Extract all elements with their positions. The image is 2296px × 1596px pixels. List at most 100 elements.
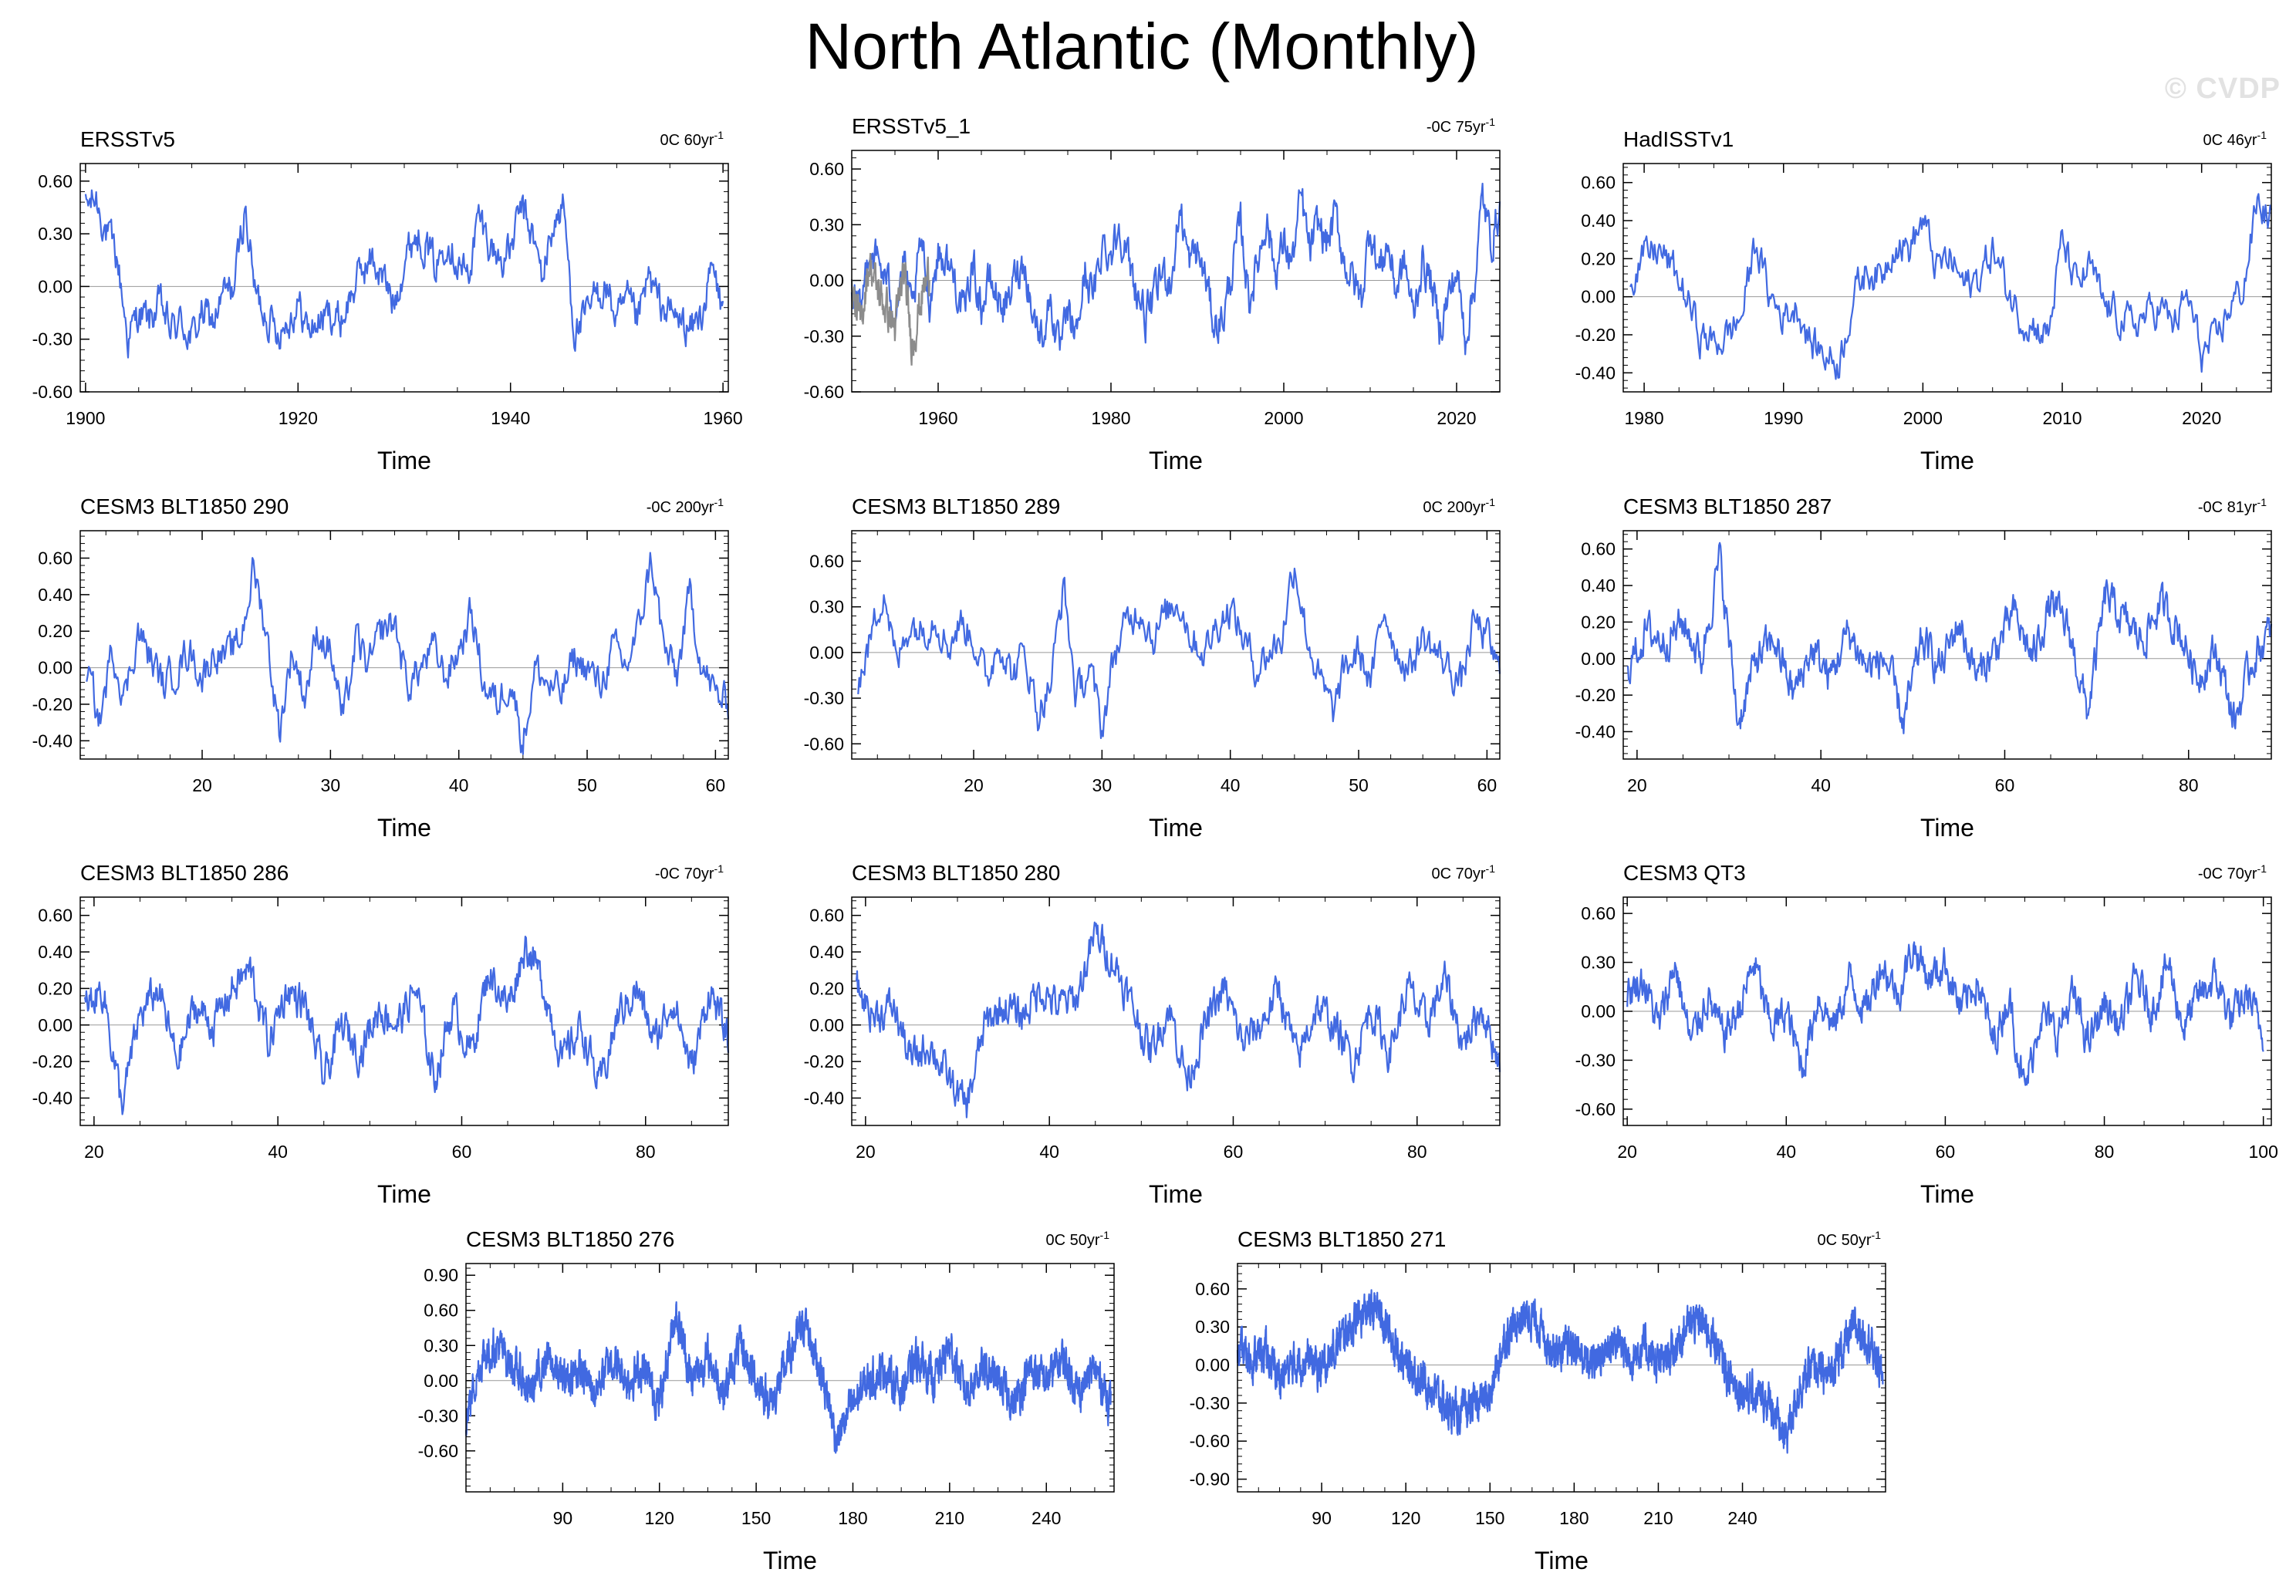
y-tick-label: -0.40 <box>1575 721 1616 741</box>
panel-info-exponent: -1 <box>2257 862 2267 875</box>
panel-title: CESM3 BLT1850 271 <box>1237 1227 1446 1251</box>
x-tick-label: 80 <box>2095 1142 2115 1162</box>
x-tick-label: 2020 <box>1437 408 1476 428</box>
series-line <box>84 189 724 359</box>
panel-title: CESM3 QT3 <box>1623 861 1746 885</box>
panel-title: CESM3 BLT1850 290 <box>80 494 289 518</box>
x-tick-label: 50 <box>1349 775 1369 795</box>
x-tick-label: 120 <box>1391 1508 1420 1528</box>
y-tick-label: 0.60 <box>1581 903 1616 923</box>
plot-frame <box>1237 1263 1886 1493</box>
x-tick-label: 90 <box>553 1508 573 1528</box>
x-tick-label: 20 <box>1627 775 1647 795</box>
x-tick-label: 150 <box>1475 1508 1504 1528</box>
chart-panel: HadISSTv1 0C 46yr-1 -0.40 -0.20 0.00 0.20 0.40… <box>1575 127 2273 474</box>
panel-title: ERSSTv5 <box>80 127 175 151</box>
panel-title: HadISSTv1 <box>1623 127 1734 151</box>
x-tick-label: 1960 <box>918 408 957 428</box>
chart-panel: CESM3 BLT1850 287 -0C 81yr-1 -0.40 -0.20 0.0… <box>1575 494 2273 842</box>
x-tick-label: 60 <box>1224 1142 1244 1162</box>
y-tick-label: 0.00 <box>1581 1001 1616 1021</box>
y-tick-label: 0.60 <box>1195 1279 1230 1299</box>
x-tick-label: 2000 <box>1903 408 1943 428</box>
y-tick-label: 0.90 <box>424 1265 458 1285</box>
panel-info-exponent: -1 <box>714 862 724 875</box>
plot-frame <box>851 896 1501 1126</box>
x-axis-label: Time <box>1920 814 1974 842</box>
x-tick-label: 1960 <box>704 408 743 428</box>
panel-info-exponent: -1 <box>1486 496 1496 508</box>
x-tick-label: 80 <box>636 1142 656 1162</box>
x-tick-label: 90 <box>1312 1508 1332 1528</box>
y-tick-label: 0.30 <box>38 224 73 244</box>
plot-frame <box>1622 163 2272 393</box>
x-tick-label: 30 <box>321 775 341 795</box>
plot-frame <box>1622 530 2272 760</box>
y-tick-label: -0.30 <box>418 1405 458 1426</box>
y-tick-label: 0.20 <box>1581 612 1616 632</box>
chart-panel: CESM3 BLT1850 289 0C 200yr-1 -0.60 -0.30 0.0… <box>804 494 1501 842</box>
panel-info: 0C 46yr-1 <box>2203 129 2267 149</box>
x-tick-label: 60 <box>1477 775 1497 795</box>
chart-panel: CESM3 BLT1850 276 0C 50yr-1 -0.60 -0.30 0.00… <box>418 1227 1115 1574</box>
x-tick-label: 20 <box>1617 1142 1637 1162</box>
x-tick-label: 2020 <box>2182 408 2221 428</box>
series-line <box>857 567 1501 740</box>
panel-title: CESM3 BLT1850 287 <box>1623 494 1832 518</box>
x-tick-label: 2010 <box>2042 408 2082 428</box>
x-axis-label: Time <box>377 814 431 842</box>
x-tick-label: 40 <box>268 1142 288 1162</box>
panel-info-exponent: -1 <box>1100 1229 1110 1241</box>
y-tick-label: 0.40 <box>1581 575 1616 596</box>
y-tick-label: 0.40 <box>38 942 73 962</box>
y-tick-label: -0.30 <box>804 688 844 708</box>
plot-frame <box>1622 896 2272 1126</box>
x-tick-label: 1990 <box>1764 408 1803 428</box>
chart-panel: ERSSTv5_1 -0C 75yr-1 -0.60 -0.30 0.00 0.30 0.6… <box>804 114 1501 474</box>
y-tick-label: 0.20 <box>1581 248 1616 268</box>
y-tick-label: 0.20 <box>809 978 844 998</box>
y-tick-label: 0.30 <box>1581 953 1616 973</box>
panel-title: ERSSTv5_1 <box>852 114 971 138</box>
y-tick-label: 0.60 <box>38 171 73 191</box>
panel-info: -0C 70yr-1 <box>655 862 724 882</box>
chart-panel: CESM3 BLT1850 290 -0C 200yr-1 -0.40 -0.20 0.… <box>32 494 730 842</box>
y-tick-label: 0.00 <box>1195 1355 1230 1375</box>
y-tick-label: -0.60 <box>804 382 844 402</box>
panel-info: 0C 50yr-1 <box>1818 1229 1882 1249</box>
y-tick-label: -0.20 <box>32 1051 73 1071</box>
x-tick-label: 40 <box>1811 775 1831 795</box>
y-tick-label: -0.60 <box>32 382 73 402</box>
panel-title: CESM3 BLT1850 276 <box>466 1227 674 1251</box>
y-tick-label: 0.40 <box>38 585 73 605</box>
x-tick-label: 1940 <box>491 408 530 428</box>
y-tick-label: 0.60 <box>38 548 73 569</box>
chart-panel: CESM3 QT3 -0C 70yr-1 -0.60 -0.30 0.00 0.30 0.6… <box>1575 861 2278 1208</box>
panel-title: CESM3 BLT1850 280 <box>852 861 1060 885</box>
x-tick-label: 30 <box>1092 775 1113 795</box>
plot-frame <box>79 163 729 393</box>
y-tick-label: -0.60 <box>418 1441 458 1461</box>
panel-title: CESM3 BLT1850 289 <box>852 494 1060 518</box>
x-tick-label: 1980 <box>1091 408 1130 428</box>
y-tick-label: -0.60 <box>1575 1099 1616 1119</box>
panel-info: 0C 50yr-1 <box>1046 1229 1110 1249</box>
x-axis-label: Time <box>1149 1180 1203 1208</box>
y-tick-label: -0.30 <box>1575 1050 1616 1070</box>
x-tick-label: 210 <box>1643 1508 1673 1528</box>
panel-info: -0C 75yr-1 <box>1427 116 1495 136</box>
y-tick-label: -0.60 <box>804 734 844 754</box>
x-axis-label: Time <box>1920 1180 1974 1208</box>
panel-info: 0C 200yr-1 <box>1423 496 1495 516</box>
x-tick-label: 20 <box>192 775 212 795</box>
y-tick-label: 0.40 <box>1581 211 1616 231</box>
y-tick-label: -0.20 <box>804 1051 844 1071</box>
chart-panel: CESM3 BLT1850 286 -0C 70yr-1 -0.40 -0.20 0.0… <box>32 861 730 1208</box>
series-line <box>464 1301 1112 1454</box>
y-tick-label: 0.40 <box>809 942 844 962</box>
x-tick-label: 60 <box>706 775 726 795</box>
x-tick-label: 180 <box>838 1508 867 1528</box>
y-tick-label: -0.40 <box>1575 363 1616 383</box>
x-tick-label: 60 <box>452 1142 472 1162</box>
panel-info: -0C 81yr-1 <box>2198 496 2267 516</box>
